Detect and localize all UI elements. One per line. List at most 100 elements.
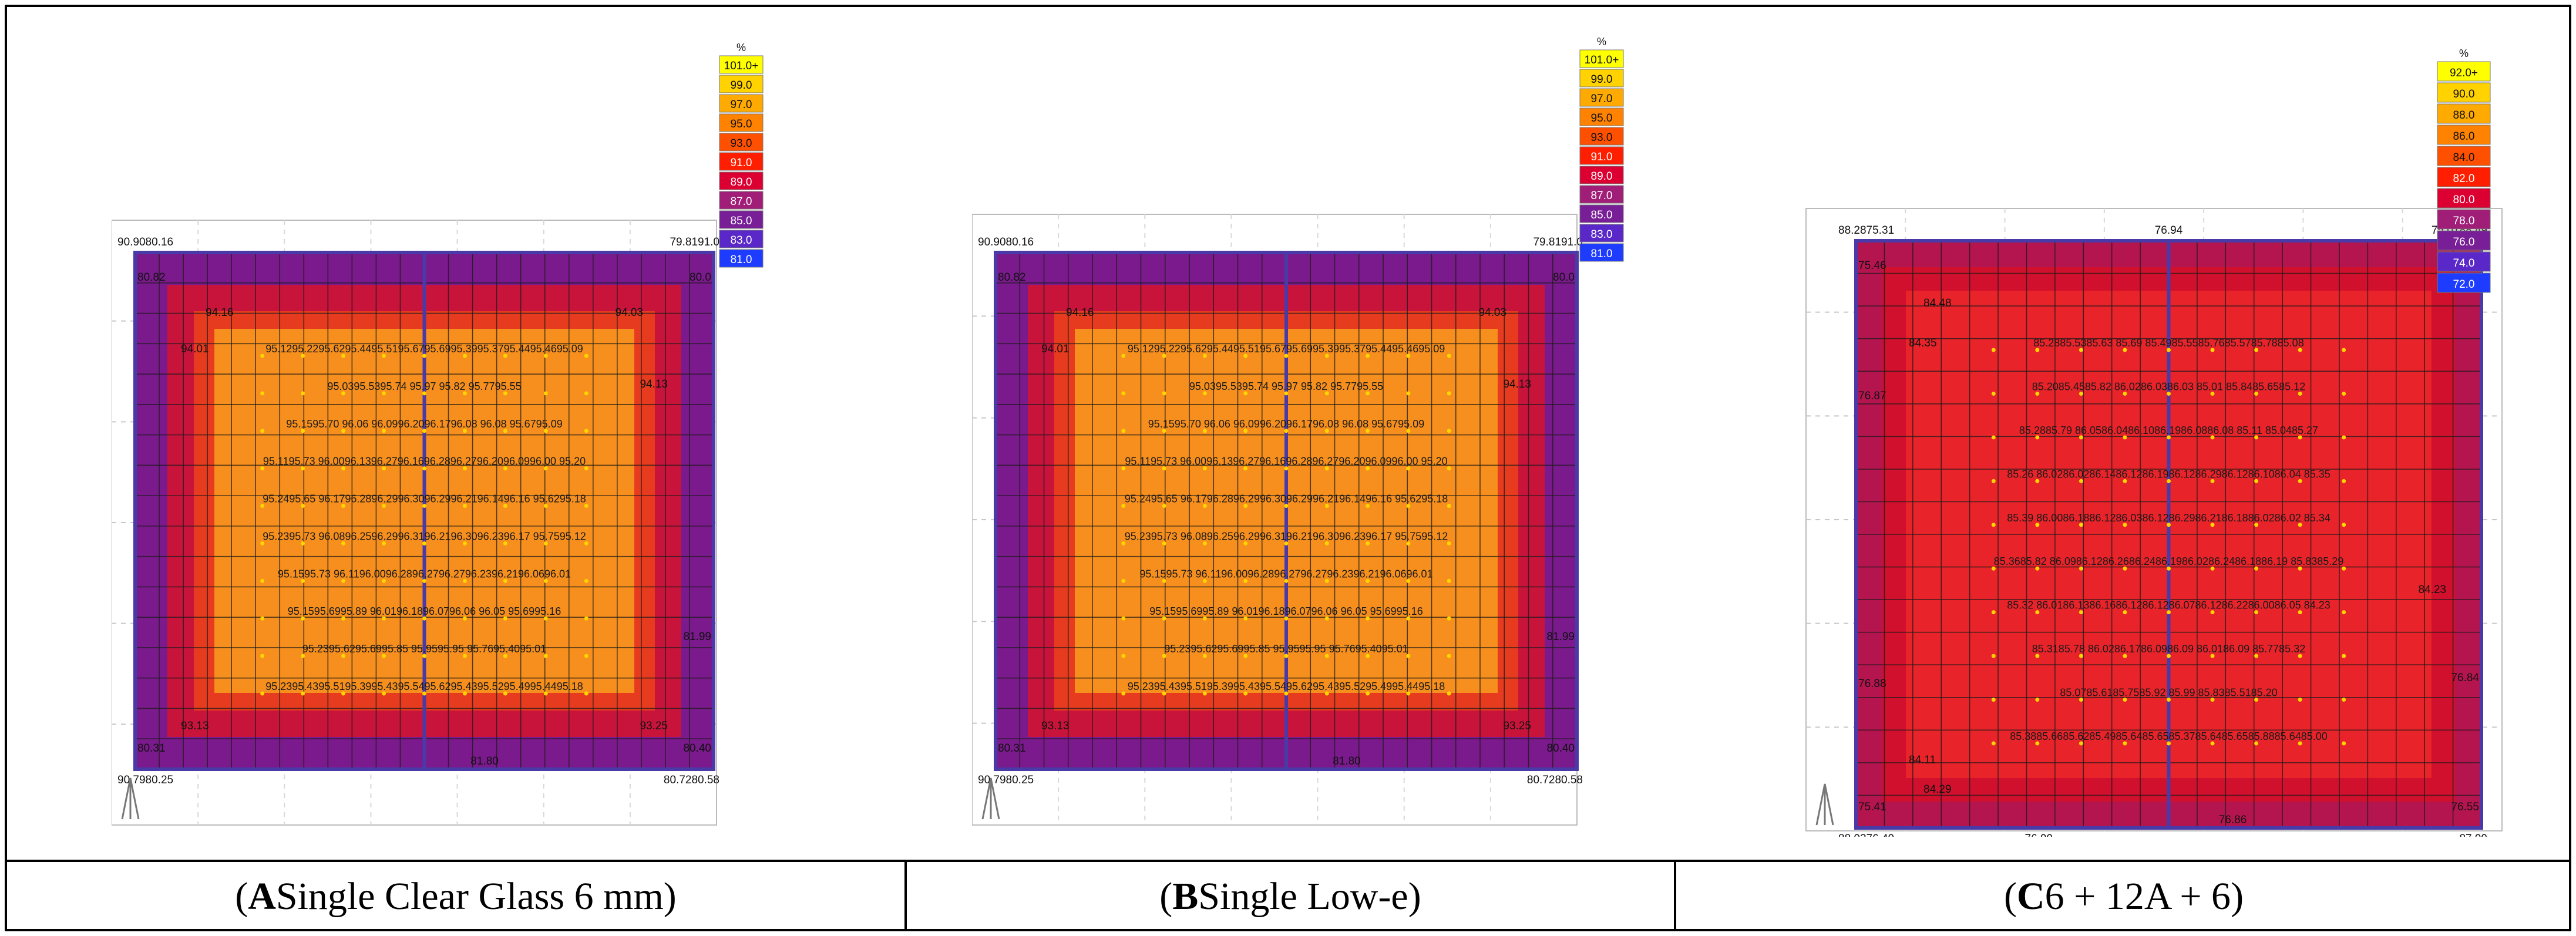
legend-swatch	[2437, 272, 2491, 293]
probe-marker	[2298, 610, 2302, 615]
edge-label-tl: 90.9080.16	[978, 236, 1034, 248]
probe-marker	[260, 504, 265, 509]
legend-swatch	[719, 55, 764, 74]
edge-label-c1: 94.16	[206, 307, 234, 319]
probe-marker	[1324, 391, 1329, 396]
probe-marker	[2167, 479, 2171, 483]
probe-marker	[2123, 741, 2127, 746]
legend-swatch	[719, 133, 764, 151]
legend-label: 87.0	[731, 196, 752, 208]
legend-swatch	[719, 75, 764, 93]
legend-swatch	[1579, 88, 1624, 107]
probe-marker	[382, 353, 386, 358]
probe-marker	[584, 391, 588, 396]
edge-label-bottom_mid: 81.80	[470, 755, 499, 767]
legend-swatch	[2437, 230, 2491, 251]
legend-label: 72.0	[2453, 278, 2475, 291]
edge-label-right_top: 80.0	[690, 271, 711, 284]
edge-label-bottom_left_mid: 76.99	[2025, 833, 2053, 837]
probe-marker	[503, 429, 507, 433]
legend-swatch	[2437, 103, 2491, 124]
temperature-label-row: 95.2495.65 96.1796.2896.2996.3096.2996.2…	[263, 493, 586, 505]
probe-marker	[2035, 391, 2040, 396]
probe-marker	[1162, 616, 1166, 621]
probe-marker	[1284, 541, 1289, 546]
edge-label-left_lower: 76.88	[1858, 678, 1886, 690]
edge-label-left_upper: 76.87	[1858, 390, 1886, 402]
probe-marker	[462, 391, 467, 396]
probe-marker	[1406, 654, 1411, 658]
legend-label: 74.0	[2453, 257, 2475, 270]
temperature-label-row: 95.1295.2295.6295.4495.5195.6795.6995.39…	[1128, 343, 1445, 355]
legend-swatch	[2437, 146, 2491, 166]
probe-marker	[543, 691, 548, 696]
probe-marker	[2254, 654, 2259, 658]
axis-arrow-icon	[1815, 783, 1834, 826]
edge-label-left_top: 75.46	[1858, 260, 1886, 272]
temperature-label-row: 95.1595.73 96.1196.0096.2896.2796.2796.2…	[278, 568, 571, 580]
probe-marker	[301, 541, 305, 546]
probe-marker	[2079, 610, 2083, 615]
probe-marker	[341, 353, 346, 358]
legend-swatch	[1579, 185, 1624, 204]
probe-marker	[1162, 504, 1166, 509]
probe-marker	[1284, 616, 1289, 621]
probe-marker	[382, 466, 386, 471]
probe-marker	[301, 504, 305, 509]
edge-label-m3: 84.23	[2418, 584, 2446, 596]
probe-marker	[2210, 479, 2215, 483]
temperature-label-row: 95.2395.6295.6995.85 95.9595.95 95.7695.…	[302, 643, 546, 655]
probe-marker	[2167, 698, 2171, 702]
probe-marker	[2035, 741, 2040, 746]
probe-marker	[1243, 504, 1248, 509]
caption-c: (C 6 + 12A + 6)	[2003, 875, 2244, 918]
probe-marker	[462, 578, 467, 583]
probe-marker	[2035, 479, 2040, 483]
probe-marker	[2035, 566, 2040, 571]
edge-label-right_lower: 76.84	[2451, 672, 2479, 684]
probe-marker	[1447, 429, 1451, 433]
probe-marker	[503, 691, 507, 696]
probe-marker	[1991, 391, 1996, 396]
probe-marker	[2254, 348, 2259, 352]
probe-marker	[1447, 353, 1451, 358]
edge-label-bl: 90.7980.25	[117, 774, 173, 786]
probe-marker	[503, 353, 507, 358]
legend-label: 93.0	[731, 137, 752, 150]
temperature-label-row: 95.1595.70 96.06 96.0996.2096.1796.08 96…	[286, 418, 562, 430]
probe-marker	[462, 504, 467, 509]
probe-marker	[1243, 578, 1248, 583]
probe-marker	[1991, 741, 1996, 746]
edge-label-top_mid: 76.94	[2155, 224, 2183, 237]
legend-swatch	[2437, 209, 2491, 230]
probe-marker	[1162, 353, 1166, 358]
window-outline	[994, 251, 1579, 771]
probe-marker	[341, 541, 346, 546]
probe-marker	[1121, 504, 1126, 509]
probe-marker	[584, 654, 588, 658]
probe-marker	[2079, 479, 2083, 483]
legend-label: 88.0	[2453, 109, 2475, 122]
probe-marker	[1447, 691, 1451, 696]
probe-marker	[2079, 698, 2083, 702]
probe-marker	[503, 616, 507, 621]
probe-marker	[2342, 391, 2346, 396]
probe-marker	[503, 654, 507, 658]
probe-marker	[301, 466, 305, 471]
probe-marker	[2035, 348, 2040, 352]
probe-marker	[1324, 654, 1329, 658]
probe-marker	[1162, 578, 1166, 583]
probe-marker	[1202, 391, 1207, 396]
legend-swatch	[2437, 188, 2491, 208]
temperature-label-row: 95.1595.70 96.06 96.0996.2096.1796.08 96…	[1148, 418, 1424, 430]
probe-marker	[2210, 741, 2215, 746]
probe-marker	[543, 654, 548, 658]
probe-marker	[1366, 541, 1370, 546]
probe-marker	[1162, 654, 1166, 658]
probe-marker	[2254, 479, 2259, 483]
caption-a: (A Single Clear Glass 6 mm)	[235, 875, 677, 918]
legend-swatch	[2437, 167, 2491, 187]
temperature-label-row: 85.26 86.0286.0286.1486.1286.1986.1286.2…	[2007, 468, 2330, 480]
probe-marker	[543, 466, 548, 471]
probe-marker	[2035, 654, 2040, 658]
